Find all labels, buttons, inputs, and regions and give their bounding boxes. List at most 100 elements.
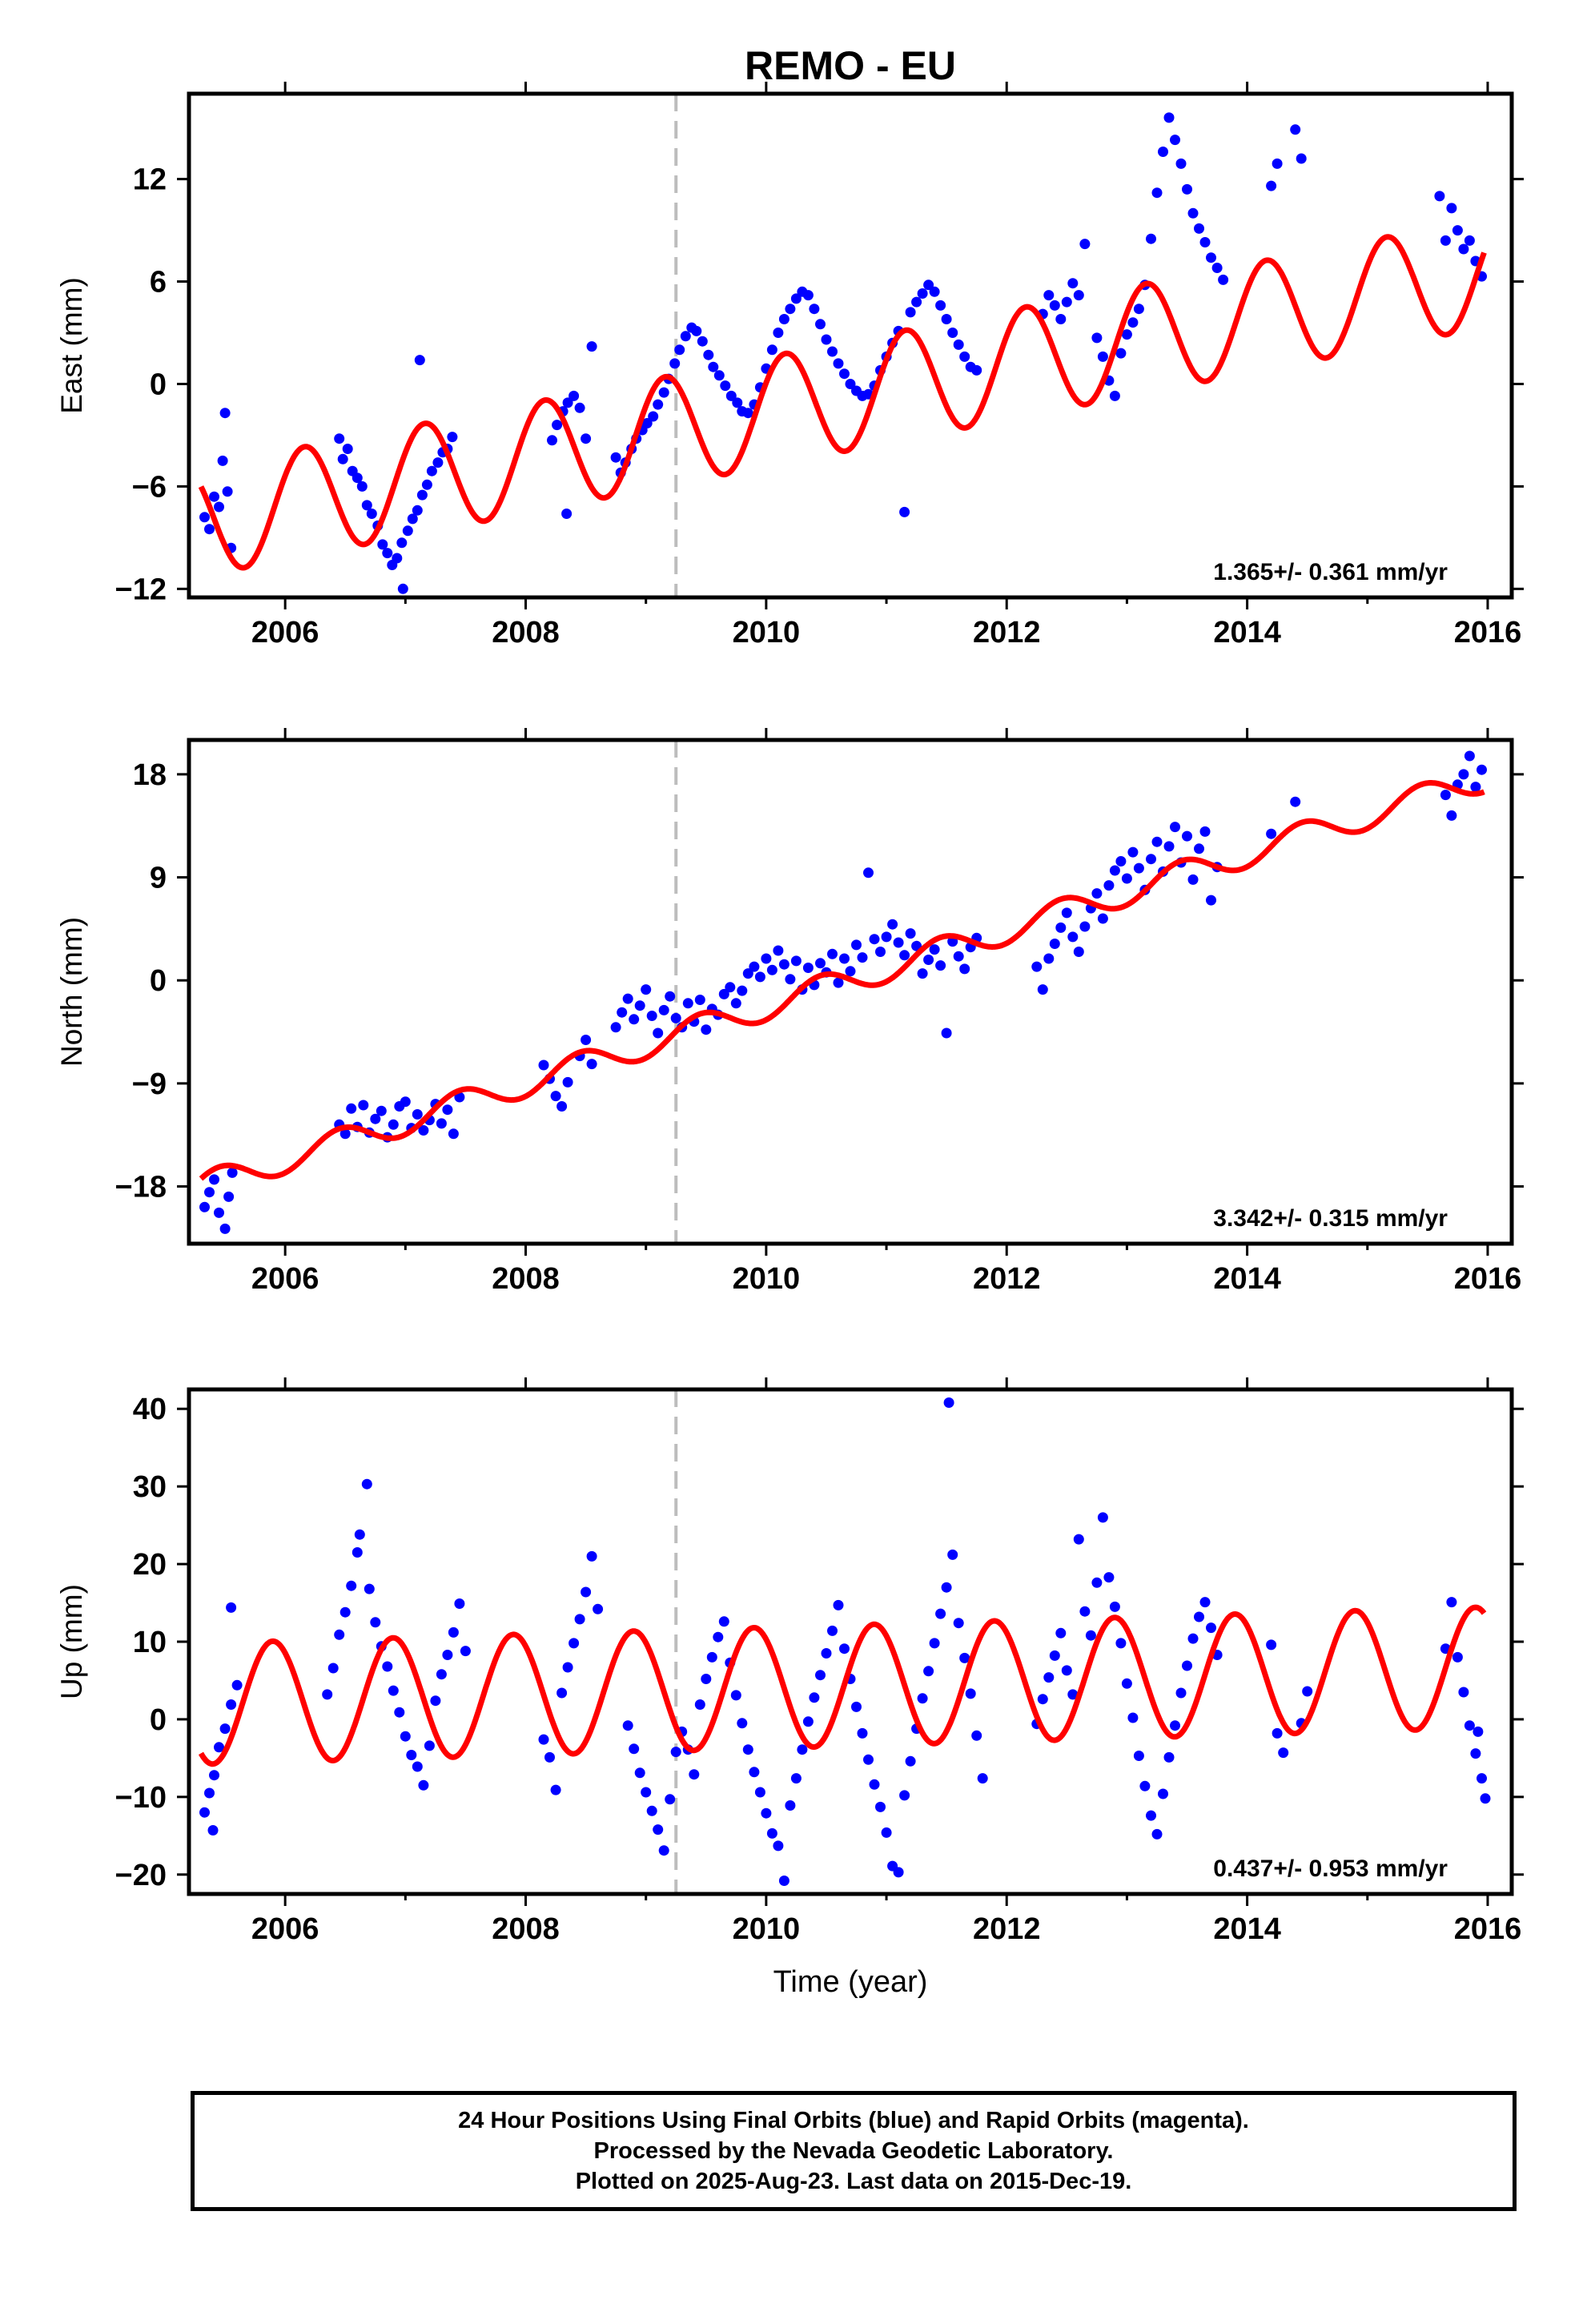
data-point [1440, 235, 1451, 246]
data-point [935, 1608, 946, 1619]
data-point [965, 1688, 976, 1699]
data-point [839, 368, 850, 380]
data-point [1121, 1678, 1132, 1689]
data-point [761, 953, 772, 964]
y-tick-label: −20 [115, 1859, 167, 1892]
y-tick-label: 6 [150, 266, 167, 300]
data-point [703, 349, 714, 360]
data-point [1158, 1788, 1168, 1799]
data-point [448, 1128, 459, 1140]
data-point [905, 307, 916, 318]
data-point [562, 1662, 573, 1673]
data-point [669, 358, 681, 369]
data-point [610, 452, 621, 463]
data-point [899, 1790, 910, 1801]
data-point [959, 351, 970, 362]
y-tick-label: 12 [133, 163, 167, 197]
data-point [436, 1669, 447, 1680]
data-point [1151, 1828, 1163, 1839]
data-point [407, 513, 418, 525]
data-point [959, 1652, 970, 1663]
data-point [730, 1690, 741, 1701]
y-tick-label: 0 [150, 1703, 167, 1737]
data-point [622, 993, 633, 1004]
data-point [917, 968, 928, 979]
data-point [1133, 862, 1144, 874]
data-point [370, 1113, 381, 1124]
y-tick-label: 0 [150, 368, 167, 401]
data-point [1091, 888, 1103, 899]
y-tick-label: 9 [150, 862, 167, 895]
data-point [839, 953, 850, 964]
data-point [1458, 769, 1469, 780]
data-point [593, 1603, 604, 1614]
data-point [432, 457, 444, 468]
data-points [199, 1397, 1491, 1886]
plot-frame [187, 738, 1514, 1246]
data-point [1452, 1651, 1463, 1663]
data-point [226, 1602, 237, 1613]
data-point [947, 1549, 958, 1560]
data-point [214, 1207, 224, 1218]
data-point [223, 1191, 235, 1202]
data-point [869, 934, 880, 945]
x-tick-label: 2014 [1213, 1262, 1281, 1296]
data-point [869, 1779, 880, 1790]
data-point [1061, 907, 1072, 919]
data-point [1290, 796, 1301, 807]
data-point [720, 380, 731, 392]
data-point [653, 1824, 664, 1835]
data-point [899, 506, 910, 517]
data-point [778, 314, 789, 324]
data-point [742, 1744, 753, 1755]
data-point [460, 1646, 471, 1657]
data-point [641, 418, 653, 428]
data-point [629, 1743, 640, 1755]
data-point [569, 1638, 580, 1649]
data-point [773, 328, 784, 338]
data-point [827, 346, 838, 357]
data-point [766, 964, 777, 975]
data-point [713, 1631, 724, 1642]
data-point [209, 491, 219, 502]
x-tick-label: 2014 [1213, 616, 1281, 649]
data-point [209, 1174, 219, 1185]
data-point [785, 1800, 796, 1811]
data-point [1278, 1747, 1289, 1759]
x-tick-label: 2016 [1454, 1912, 1522, 1946]
data-point [544, 1751, 555, 1763]
data-point [708, 361, 719, 372]
data-point [929, 944, 940, 955]
data-point [790, 955, 802, 967]
data-point [1206, 895, 1216, 906]
data-point [959, 963, 970, 975]
data-point [730, 998, 741, 1009]
data-point [887, 919, 898, 930]
data-point [402, 525, 413, 537]
data-point [361, 500, 372, 511]
data-point [340, 1128, 351, 1140]
data-point [653, 1027, 664, 1039]
data-point [725, 390, 737, 401]
data-point [214, 1742, 224, 1753]
data-point [1043, 1672, 1055, 1683]
data-point [1163, 1751, 1175, 1763]
data-point [689, 1769, 700, 1780]
y-tick-label: 10 [133, 1626, 167, 1659]
data-point [327, 1663, 339, 1674]
data-point [561, 509, 573, 519]
data-point [1296, 153, 1307, 164]
x-tick-label: 2010 [733, 1262, 801, 1296]
data-point [845, 379, 856, 389]
data-point [953, 339, 964, 350]
data-point [1049, 300, 1060, 311]
data-point [634, 1000, 645, 1011]
data-point [875, 1801, 886, 1812]
data-point [790, 293, 802, 304]
data-point [1085, 1630, 1096, 1641]
data-point [1187, 874, 1199, 885]
y-tick-label: −9 [132, 1068, 167, 1101]
data-point [569, 390, 580, 401]
data-point [1163, 112, 1175, 123]
data-point [1187, 1633, 1199, 1644]
